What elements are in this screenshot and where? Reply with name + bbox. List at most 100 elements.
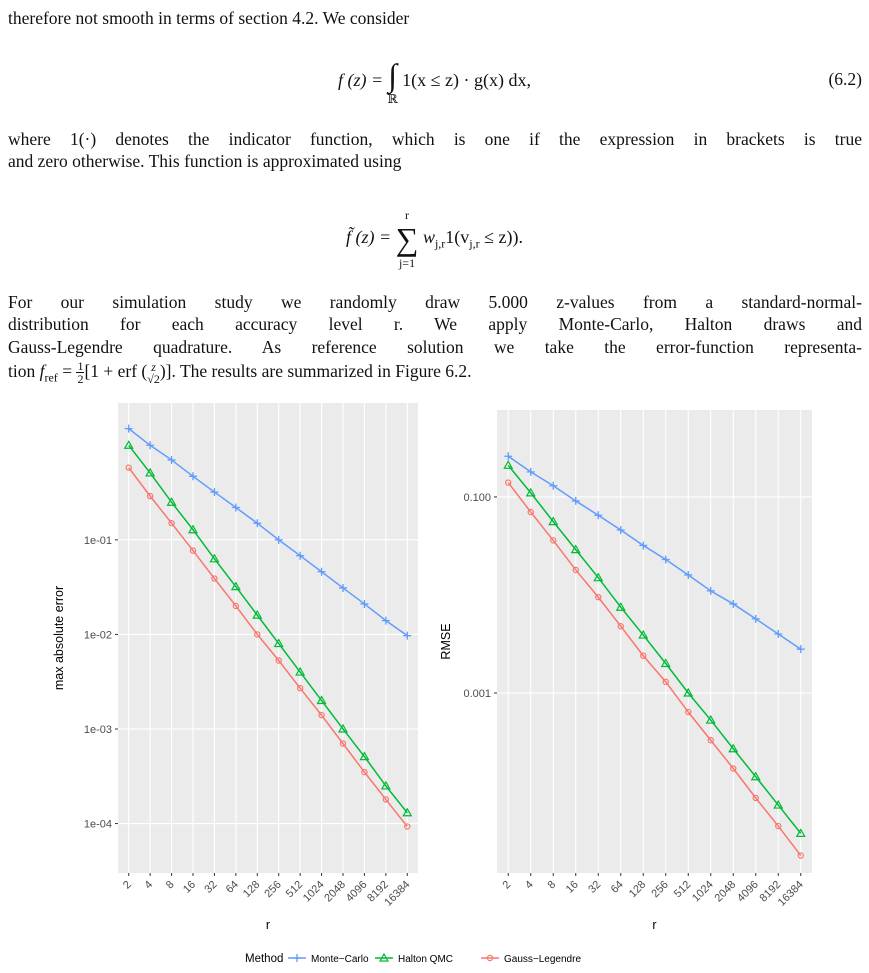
text: . The results are summarized in Figure 6… bbox=[171, 361, 472, 381]
marker bbox=[189, 547, 197, 554]
marker bbox=[728, 743, 739, 753]
y-axis-title: max absolute error bbox=[52, 586, 66, 690]
marker bbox=[253, 519, 262, 528]
y-tick-label: 0.100 bbox=[463, 492, 491, 504]
marker bbox=[317, 567, 326, 576]
x-tick-label: 16384 bbox=[776, 879, 806, 909]
text-line: For our simulation study we randomly dra… bbox=[8, 292, 862, 312]
eq-part: f (z) = bbox=[338, 70, 384, 91]
x-tick-label: 8 bbox=[164, 879, 177, 892]
series-line bbox=[128, 444, 408, 814]
text-line: where 1(·) denotes the indicator functio… bbox=[8, 129, 862, 149]
marker bbox=[617, 623, 624, 630]
eq-part: j=1 bbox=[398, 256, 416, 270]
marker bbox=[684, 570, 693, 579]
panel-background bbox=[118, 403, 418, 873]
marker bbox=[527, 508, 534, 516]
marker bbox=[316, 695, 327, 705]
marker bbox=[661, 555, 670, 564]
marker bbox=[339, 583, 347, 592]
x-tick-label: 64 bbox=[224, 879, 241, 896]
marker bbox=[550, 537, 557, 544]
marker bbox=[296, 684, 304, 692]
text-line: therefore not smooth in terms of section… bbox=[8, 8, 410, 28]
marker bbox=[660, 658, 671, 668]
marker bbox=[750, 771, 761, 781]
text-line: and zero otherwise. This function is app… bbox=[8, 151, 402, 171]
marker bbox=[359, 751, 370, 761]
marker bbox=[252, 609, 263, 619]
y-tick-label: 1e-02 bbox=[84, 629, 112, 641]
x-tick-label: 2 bbox=[501, 879, 514, 892]
marker bbox=[210, 488, 219, 497]
marker bbox=[795, 828, 806, 838]
marker bbox=[275, 657, 282, 664]
series-line bbox=[507, 455, 802, 650]
y-tick-label: 1e-01 bbox=[84, 535, 112, 547]
marker bbox=[525, 487, 536, 497]
fraction: z √2 bbox=[147, 361, 160, 385]
marker bbox=[146, 441, 155, 450]
x-tick-label: 8 bbox=[546, 879, 559, 892]
marker bbox=[774, 629, 783, 638]
y-axis-title: RMSE bbox=[439, 623, 453, 659]
marker bbox=[706, 586, 715, 595]
x-tick-label: 2 bbox=[121, 879, 134, 892]
marker bbox=[773, 799, 784, 809]
marker bbox=[231, 503, 240, 512]
marker bbox=[570, 544, 581, 554]
marker bbox=[230, 581, 241, 591]
marker bbox=[707, 737, 714, 744]
marker bbox=[187, 524, 199, 534]
x-tick-label: 128 bbox=[627, 879, 648, 900]
marker bbox=[125, 464, 132, 471]
equation: f̃ (z) = r ∑ j=1 wj,r1(vj,r ≤ z)). bbox=[0, 208, 869, 270]
eq-part: j,r bbox=[434, 236, 446, 251]
y-tick-label: 0.001 bbox=[463, 688, 491, 700]
sum: r ∑ j=1 bbox=[396, 208, 419, 270]
integral: ∫ ℝ bbox=[388, 58, 398, 106]
marker bbox=[549, 481, 558, 490]
marker bbox=[662, 678, 669, 686]
formula: [1 + erf ( bbox=[84, 361, 148, 381]
marker bbox=[572, 566, 579, 574]
marker bbox=[146, 492, 154, 500]
x-axis-title: r bbox=[266, 918, 270, 932]
marker bbox=[683, 687, 694, 697]
marker bbox=[638, 629, 649, 639]
marker bbox=[505, 479, 512, 486]
marker bbox=[189, 472, 197, 481]
y-tick-label: 1e-04 bbox=[84, 819, 112, 831]
marker bbox=[295, 666, 306, 676]
marker bbox=[796, 645, 805, 654]
marker bbox=[167, 455, 176, 464]
marker bbox=[166, 497, 177, 506]
legend-label: Gauss−Legendre bbox=[504, 954, 581, 965]
marker bbox=[705, 714, 716, 724]
x-tick-label: 32 bbox=[202, 879, 219, 896]
equation-number: (6.2) bbox=[828, 69, 862, 89]
marker bbox=[381, 616, 390, 625]
formula: 2 bbox=[77, 372, 84, 387]
marker bbox=[615, 602, 626, 611]
marker bbox=[123, 440, 134, 449]
series-line bbox=[128, 467, 408, 827]
x-tick-label: 128 bbox=[241, 879, 262, 900]
marker bbox=[685, 708, 692, 716]
x-tick-label: 16 bbox=[181, 879, 198, 896]
marker bbox=[337, 723, 349, 733]
x-tick-label: 64 bbox=[609, 879, 626, 896]
marker bbox=[503, 460, 514, 469]
x-tick-label: 256 bbox=[649, 879, 670, 900]
text: tion bbox=[8, 361, 36, 381]
marker bbox=[595, 593, 602, 601]
x-tick-label: 32 bbox=[586, 879, 603, 896]
formula: √2 bbox=[147, 371, 160, 386]
marker bbox=[124, 424, 133, 433]
eq-part: w bbox=[422, 227, 435, 248]
x-tick-label: 1024 bbox=[690, 879, 716, 905]
marker bbox=[209, 553, 220, 563]
marker bbox=[274, 535, 283, 544]
